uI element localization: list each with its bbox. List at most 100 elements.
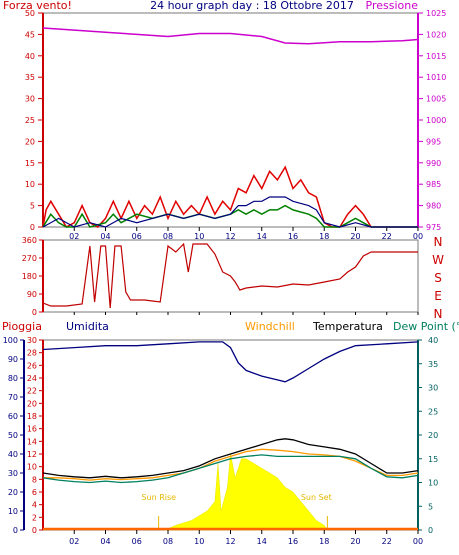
rain-tick-label: 6 <box>32 488 37 497</box>
temp-tick-label: 25 <box>428 407 438 416</box>
direction-x-axis <box>73 312 419 315</box>
wind-x-tick-label: 04 <box>100 232 110 241</box>
pressure-tick-label: 1010 <box>426 73 446 82</box>
humidity-tick-label: 50 <box>8 431 18 440</box>
wind-tick-label: 0 <box>30 223 35 232</box>
wind-pressure-panel: Forza vento! 24 hour graph day : 18 Otto… <box>3 0 446 241</box>
pressure-tick-label: 995 <box>426 137 441 146</box>
humidity-tick-label: 80 <box>8 374 18 383</box>
direction-line <box>42 242 418 309</box>
temp-tick-label: 40 <box>428 336 438 345</box>
sunset-label: Sun Set <box>301 493 332 502</box>
rain-tick-label: 20 <box>27 399 37 408</box>
compass-label: N <box>434 307 443 321</box>
rain-tick-label: 0 <box>32 526 37 535</box>
wind-avg-line <box>42 204 418 228</box>
pressure-tick-label: 975 <box>426 223 441 232</box>
temp-x-tick-label: 00 <box>413 537 423 546</box>
pressure-label: Pressione <box>366 0 419 12</box>
wind-x-tick-label: 20 <box>350 232 360 241</box>
temp-x-tick-label: 04 <box>100 537 110 546</box>
compass-label: E <box>434 289 442 303</box>
pressure-line <box>42 27 419 45</box>
humidity-tick-label: 20 <box>8 488 18 497</box>
temperature-panel: Pioggia Umidita Windchill Temperatura Dew Po… <box>2 320 459 546</box>
wind-tick-label: 35 <box>25 73 35 82</box>
wind-label: Forza vento! <box>3 0 72 12</box>
wind-x-tick-label: 02 <box>69 232 79 241</box>
wind-tick-label: 40 <box>25 52 35 61</box>
direction-tick-label: 270 <box>22 254 37 263</box>
temp-tick-label: 30 <box>428 384 438 393</box>
rain-label: Pioggia <box>2 320 42 333</box>
wind-x-tick-label: 10 <box>194 232 204 241</box>
wind-mid-line <box>42 196 418 228</box>
temp-tick-label: 0 <box>428 526 433 535</box>
wind-x-axis: 02 04 06 08 10 12 14 16 18 20 22 00 <box>69 227 423 241</box>
dewpoint-line <box>42 454 419 484</box>
rain-tick-label: 2 <box>32 513 37 522</box>
temp-tick-label: 15 <box>428 455 438 464</box>
wind-gust-line <box>42 165 418 229</box>
humidity-tick-label: 0 <box>13 526 18 535</box>
temp-tick-label: 10 <box>428 479 438 488</box>
humidity-tick-label: 60 <box>8 412 18 421</box>
pressure-y-axis: 975 980 985 990 995 1000 1005 1010 1015 1020 1025 <box>417 9 446 232</box>
rain-tick-label: 28 <box>27 349 37 358</box>
rain-tick-label: 8 <box>32 475 37 484</box>
solar-area <box>164 453 328 531</box>
wind-x-tick-label: 14 <box>257 232 267 241</box>
humidity-tick-label: 30 <box>8 469 18 478</box>
compass-label: W <box>432 253 444 267</box>
wind-y-axis: 0 5 10 15 20 25 30 35 40 45 50 <box>25 9 44 232</box>
humidity-line <box>42 341 419 383</box>
rain-tick-label: 30 <box>27 336 37 345</box>
direction-tick-label: 360 <box>22 236 37 245</box>
wind-frame <box>42 12 419 228</box>
wind-x-tick-label: 22 <box>382 232 392 241</box>
rain-tick-label: 18 <box>27 412 37 421</box>
direction-series <box>42 242 418 309</box>
temp-x-tick-label: 14 <box>257 537 267 546</box>
temp-x-tick-label: 02 <box>69 537 79 546</box>
wind-x-tick-label: 06 <box>132 232 142 241</box>
humidity-label: Umidita <box>66 320 109 333</box>
temperature-series: Sun Rise Sun Set <box>42 341 419 531</box>
humidity-tick-label: 100 <box>3 336 18 345</box>
rain-humidity-y-axis: 0102030405060708090100024681012141618202… <box>3 336 44 535</box>
humidity-tick-label: 40 <box>8 450 18 459</box>
direction-y-axis: 360 270 180 90 0 <box>22 236 44 317</box>
rain-tick-label: 26 <box>27 361 37 370</box>
rain-tick-label: 24 <box>27 374 37 383</box>
humidity-tick-label: 90 <box>8 355 18 364</box>
wind-x-tick-label: 00 <box>413 232 423 241</box>
temp-tick-label: 35 <box>428 360 438 369</box>
rain-tick-label: 16 <box>27 425 37 434</box>
direction-tick-label: 0 <box>32 308 37 317</box>
graph-title: 24 hour graph day : 18 Ottobre 2017 <box>150 0 354 12</box>
rain-tick-label: 14 <box>27 437 37 446</box>
temp-tick-label: 20 <box>428 431 438 440</box>
temp-x-tick-label: 10 <box>194 537 204 546</box>
wind-tick-label: 15 <box>25 159 35 168</box>
temperature-legend: Pioggia Umidita Windchill Temperatura Dew Po… <box>2 320 459 333</box>
temp-x-tick-label: 20 <box>350 537 360 546</box>
legend-dewpoint: Dew Point (°C <box>393 320 459 333</box>
wind-tick-label: 10 <box>25 180 35 189</box>
wind-x-tick-label: 12 <box>225 232 235 241</box>
temp-x-tick-label: 16 <box>288 537 298 546</box>
wind-tick-label: 25 <box>25 116 35 125</box>
wind-tick-label: 20 <box>25 137 35 146</box>
pressure-tick-label: 1025 <box>426 9 446 18</box>
pressure-tick-label: 985 <box>426 180 441 189</box>
temp-x-tick-label: 18 <box>319 537 329 546</box>
sunrise-label: Sun Rise <box>141 493 176 502</box>
legend-temperature: Temperatura <box>312 320 383 333</box>
wind-tick-label: 45 <box>25 30 35 39</box>
temp-x-tick-label: 12 <box>225 537 235 546</box>
pressure-tick-label: 1000 <box>426 116 446 125</box>
rain-tick-label: 12 <box>27 450 37 459</box>
temp-x-tick-label: 08 <box>163 537 173 546</box>
